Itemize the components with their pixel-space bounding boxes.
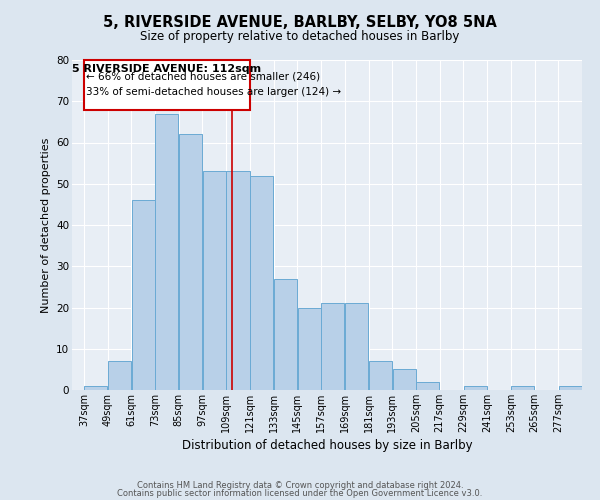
Bar <box>559 386 582 390</box>
Bar <box>84 386 107 390</box>
Text: ← 66% of detached houses are smaller (246): ← 66% of detached houses are smaller (24… <box>86 72 320 82</box>
Bar <box>274 278 297 390</box>
Bar <box>108 361 131 390</box>
Text: 33% of semi-detached houses are larger (124) →: 33% of semi-detached houses are larger (… <box>86 87 341 97</box>
Bar <box>226 172 250 390</box>
Text: Contains HM Land Registry data © Crown copyright and database right 2024.: Contains HM Land Registry data © Crown c… <box>137 481 463 490</box>
Text: 5, RIVERSIDE AVENUE, BARLBY, SELBY, YO8 5NA: 5, RIVERSIDE AVENUE, BARLBY, SELBY, YO8 … <box>103 15 497 30</box>
Text: 5 RIVERSIDE AVENUE: 112sqm: 5 RIVERSIDE AVENUE: 112sqm <box>73 64 262 74</box>
Y-axis label: Number of detached properties: Number of detached properties <box>41 138 50 312</box>
Bar <box>464 386 487 390</box>
Bar <box>345 304 368 390</box>
Bar <box>392 370 416 390</box>
Bar <box>322 304 344 390</box>
Bar <box>369 361 392 390</box>
X-axis label: Distribution of detached houses by size in Barlby: Distribution of detached houses by size … <box>182 439 472 452</box>
Bar <box>131 200 155 390</box>
Bar <box>179 134 202 390</box>
Text: Contains public sector information licensed under the Open Government Licence v3: Contains public sector information licen… <box>118 488 482 498</box>
FancyBboxPatch shape <box>84 60 250 110</box>
Bar <box>203 172 226 390</box>
Bar <box>250 176 274 390</box>
Bar <box>416 382 439 390</box>
Text: Size of property relative to detached houses in Barlby: Size of property relative to detached ho… <box>140 30 460 43</box>
Bar <box>298 308 321 390</box>
Bar <box>511 386 534 390</box>
Bar <box>155 114 178 390</box>
